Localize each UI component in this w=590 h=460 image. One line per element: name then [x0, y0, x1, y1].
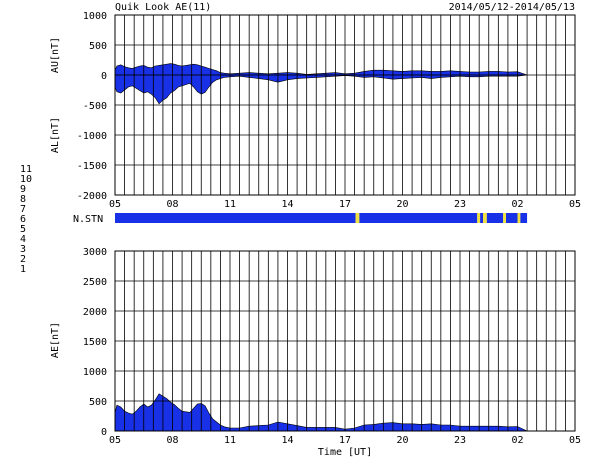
legend-item: 11 [20, 164, 32, 175]
legend-item: 9 [20, 184, 26, 195]
station-segment [486, 213, 504, 223]
station-segment [355, 213, 360, 223]
station-segment [503, 213, 506, 223]
au-al-panel: 1000 500 0 -500 -1000 -1500 -2000 05 08 11 14 17 20… [50, 11, 581, 210]
x-tick-label: 05 [569, 435, 581, 446]
x-tick-label: 17 [339, 199, 351, 210]
y-tick-label: 500 [89, 41, 107, 52]
station-segment [115, 213, 356, 223]
legend-item: 7 [20, 204, 26, 215]
legend-item: 3 [20, 244, 26, 255]
y-tick-label: 3000 [83, 247, 107, 258]
y-tick-label: -1500 [77, 161, 107, 172]
station-segment [520, 213, 528, 223]
ae-axis-label: AE[nT] [50, 322, 61, 358]
x-axis-label: Time [UT] [318, 447, 372, 458]
legend-item: 1 [20, 264, 26, 275]
y-tick-label: 1500 [83, 337, 107, 348]
y-tick-label: 1000 [83, 367, 107, 378]
y-tick-label: 1000 [83, 11, 107, 22]
y-tick-label: 2000 [83, 307, 107, 318]
legend-item: 8 [20, 194, 26, 205]
x-tick-label: 05 [569, 199, 581, 210]
x-tick-label: 08 [166, 435, 178, 446]
al-axis-label: AL[nT] [50, 117, 61, 153]
legend-item: 6 [20, 214, 26, 225]
x-tick-label: 11 [224, 199, 236, 210]
x-tick-label: 20 [396, 199, 408, 210]
station-segment [359, 213, 478, 223]
x-tick-label: 11 [224, 435, 236, 446]
station-segment [517, 213, 521, 223]
y-tick-label: -1000 [77, 131, 107, 142]
station-segment [480, 213, 483, 223]
x-tick-label: 05 [109, 435, 121, 446]
y-tick-label: 0 [101, 71, 107, 82]
x-tick-label: 08 [166, 199, 178, 210]
x-tick-label: 05 [109, 199, 121, 210]
x-tick-label: 23 [454, 435, 466, 446]
station-segment [483, 213, 487, 223]
legend-item: 4 [20, 234, 26, 245]
x-tick-label: 14 [281, 435, 293, 446]
y-tick-label: -500 [83, 101, 107, 112]
au-axis-label: AU[nT] [50, 37, 61, 73]
x-tick-label: 17 [339, 435, 351, 446]
y-tick-label: 0 [101, 427, 107, 438]
y-tick-label: -2000 [77, 191, 107, 202]
series-au-area [114, 63, 528, 76]
legend-item: 10 [20, 174, 32, 185]
station-segment [477, 213, 481, 223]
x-tick-label: 20 [396, 435, 408, 446]
legend-item: 2 [20, 254, 26, 265]
x-tick-label: 14 [281, 199, 293, 210]
legend-item: 5 [20, 224, 26, 235]
chart-title: Quik Look AE(11) [115, 2, 211, 13]
station-label: N.STN [73, 214, 103, 225]
date-range: 2014/05/12-2014/05/13 [449, 2, 575, 13]
series-ae-area [114, 393, 528, 432]
y-tick-label: 500 [89, 397, 107, 408]
station-count-panel: N.STN [73, 213, 528, 225]
ae-panel: 0 500 1000 1500 2000 2500 3000 05 08 11 14 17 20 23 0… [50, 247, 581, 458]
x-tick-label: 02 [511, 435, 523, 446]
y-tick-label: 2500 [83, 277, 107, 288]
x-tick-label: 02 [511, 199, 523, 210]
panel-frame [114, 250, 576, 432]
series-al-area [114, 74, 528, 105]
x-tick-label: 23 [454, 199, 466, 210]
station-segment [506, 213, 518, 223]
panel-frame [114, 14, 576, 196]
